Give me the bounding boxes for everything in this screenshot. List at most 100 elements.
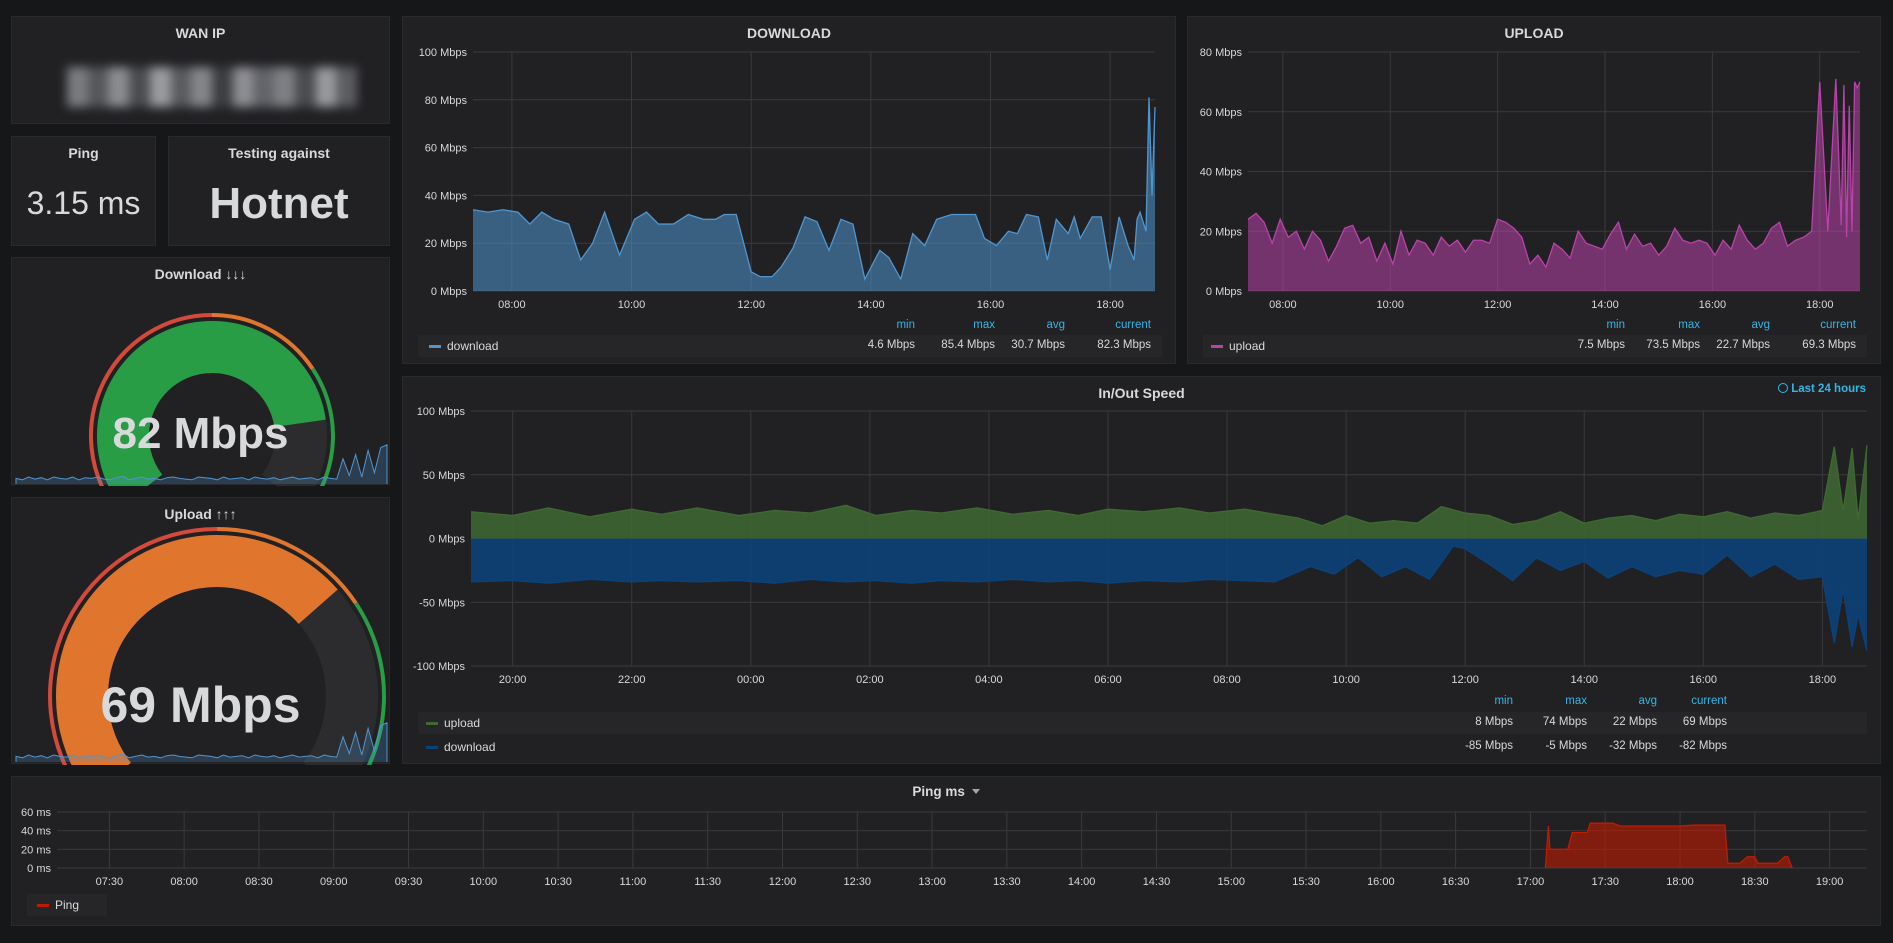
x-tick-label: 14:00 [1591, 299, 1619, 311]
caret-down-icon[interactable] [971, 789, 980, 794]
ul-legend-item[interactable]: upload [1211, 339, 1265, 353]
io-download-label: download [444, 740, 496, 754]
ping-value: 3.15 ms [26, 185, 141, 221]
ul-avg-header: avg [1751, 319, 1770, 331]
download-chart: 0 Mbps 20 Mbps 40 Mbps 60 Mbps 80 Mbps 100 Mb… [419, 47, 1156, 311]
io-download-swatch [426, 746, 438, 750]
x-tick-label: 09:30 [395, 876, 423, 888]
x-tick-label: 22:00 [618, 674, 646, 686]
io-max-header: max [1565, 695, 1587, 707]
y-tick-label: 0 ms [27, 863, 51, 875]
ul-min-value: 7.5 Mbps [1577, 339, 1625, 351]
dl-current-value: 82.3 Mbps [1097, 339, 1151, 351]
io-download-current: -82 Mbps [1679, 740, 1727, 752]
testing-against-value: Hotnet [209, 179, 349, 228]
upload-chart-panel: UPLOAD 0 Mbps 20 Mbps 40 Mbps 60 Mbps 80 Mbp… [1187, 16, 1881, 364]
io-upload-avg: 22 Mbps [1612, 716, 1657, 728]
upload-line [470, 445, 1868, 527]
upload-gauge-panel: Upload ↑↑↑ 69 Mbps [11, 497, 390, 765]
dl-legend-label: download [447, 339, 499, 353]
x-tick-label: 12:00 [737, 299, 765, 311]
y-tick-label: 60 Mbps [425, 143, 468, 155]
upload-line [1247, 78, 1861, 269]
upload-gauge-value: 69 Mbps [100, 677, 301, 733]
x-tick-label: 14:00 [857, 299, 885, 311]
ping-legend-label: Ping [55, 898, 80, 912]
io-avg-header: avg [1638, 695, 1657, 707]
x-tick-label: 02:00 [856, 674, 884, 686]
Ping-area [1545, 823, 1793, 868]
Ping-line [1544, 822, 1793, 869]
ul-legend-row [1203, 335, 1867, 357]
download-line [470, 545, 1868, 651]
x-tick-label: 18:00 [1806, 299, 1834, 311]
x-tick-label: 16:00 [1699, 299, 1727, 311]
x-tick-label: 16:00 [1367, 876, 1395, 888]
y-tick-label: 60 Mbps [1200, 107, 1243, 119]
io-legend-row-upload [418, 712, 1867, 734]
ping-ms-panel: Ping ms 0 ms 20 ms 40 ms 60 ms 07:30 08:00 08:… [11, 776, 1881, 926]
io-legend-download[interactable]: download [426, 740, 495, 754]
x-tick-label: 08:00 [170, 876, 198, 888]
x-tick-label: 14:00 [1068, 876, 1096, 888]
dl-max-header: max [973, 319, 995, 331]
x-tick-label: 19:00 [1816, 876, 1844, 888]
y-tick-label: 100 Mbps [419, 47, 468, 59]
dl-min-header: min [896, 319, 915, 331]
y-tick-label: 40 Mbps [425, 190, 468, 202]
x-tick-label: 18:30 [1741, 876, 1769, 888]
io-download-max: -5 Mbps [1545, 740, 1587, 752]
ping-ms-chart: 0 ms 20 ms 40 ms 60 ms 07:30 08:00 08:30 09:00 0… [21, 807, 1867, 888]
dl-legend-row [418, 335, 1162, 357]
io-upload-swatch [426, 722, 438, 726]
ping-ms-title[interactable]: Ping ms [12, 784, 1880, 799]
io-download-avg: -32 Mbps [1609, 740, 1657, 752]
download-chart-panel: DOWNLOAD 0 Mbps 20 Mbps 40 Mbps 60 Mbps 80 M… [402, 16, 1316, 364]
ul-max-header: max [1678, 319, 1700, 331]
testing-against-title: Testing against [228, 145, 330, 161]
ping-legend-row [27, 894, 107, 916]
x-tick-label: 16:00 [1690, 674, 1718, 686]
ping-panel: Ping 3.15 ms [11, 136, 156, 246]
io-legend-upload[interactable]: upload [426, 716, 480, 730]
ul-current-header: current [1820, 319, 1856, 331]
x-tick-label: 08:00 [498, 299, 526, 311]
ul-avg-value: 22.7 Mbps [1716, 339, 1770, 351]
x-tick-label: 17:30 [1591, 876, 1619, 888]
ping-legend-swatch [37, 904, 49, 908]
x-tick-label: 07:30 [96, 876, 124, 888]
upload-gauge-title: Upload ↑↑↑ [164, 506, 237, 522]
x-tick-label: 11:30 [694, 876, 721, 888]
io-upload-label: upload [444, 716, 481, 730]
download-gauge-panel: Download ↓↓↓ 82 Mbps [11, 257, 390, 486]
dl-avg-header: avg [1046, 319, 1065, 331]
wan-ip-panel: WAN IP ###.###.#.###.## [11, 16, 390, 124]
testing-against-panel: Testing against Hotnet [168, 136, 390, 246]
y-tick-label: 20 Mbps [1200, 226, 1243, 238]
upload-area [471, 445, 1867, 539]
x-tick-label: 12:00 [1451, 674, 1479, 686]
x-tick-label: 08:00 [1269, 299, 1297, 311]
x-tick-label: 16:30 [1442, 876, 1470, 888]
threshold-green [354, 602, 386, 765]
y-tick-label: 40 ms [21, 826, 51, 838]
ping-legend-item[interactable]: Ping [37, 898, 79, 912]
dl-legend-item[interactable]: download [429, 339, 498, 353]
x-tick-label: 17:00 [1517, 876, 1545, 888]
x-tick-label: 18:00 [1666, 876, 1694, 888]
ul-current-value: 69.3 Mbps [1802, 339, 1856, 351]
y-tick-label: 0 Mbps [1206, 286, 1243, 298]
dl-avg-value: 30.7 Mbps [1011, 339, 1065, 351]
upload-chart-title: UPLOAD [1504, 25, 1564, 41]
dl-current-header: current [1115, 319, 1151, 331]
y-tick-label: 80 Mbps [425, 95, 468, 107]
time-range-picker[interactable]: Last 24 hours [1778, 383, 1866, 395]
inout-speed-title[interactable]: In/Out Speed [1098, 385, 1185, 401]
x-tick-label: 12:00 [1484, 299, 1512, 311]
y-tick-label: 100 Mbps [417, 406, 466, 418]
x-tick-label: 09:00 [320, 876, 348, 888]
y-tick-label: 80 Mbps [1200, 47, 1243, 59]
x-tick-label: 15:30 [1292, 876, 1320, 888]
x-tick-label: 14:30 [1143, 876, 1171, 888]
download-sparkline [15, 444, 388, 484]
